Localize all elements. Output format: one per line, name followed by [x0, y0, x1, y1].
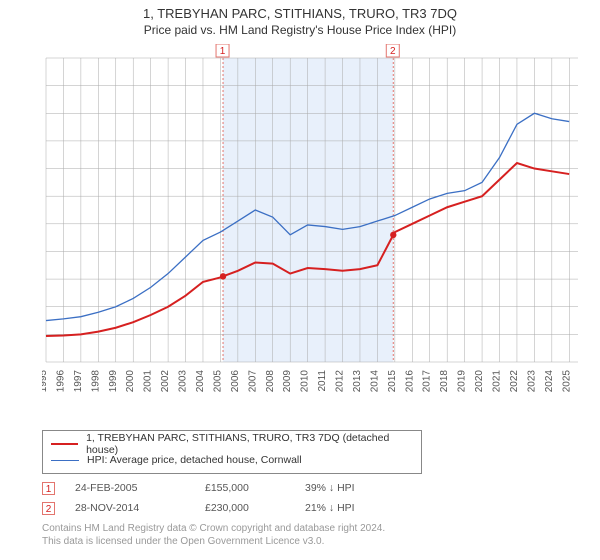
event-row-1: 1 24-FEB-2005 £155,000 39% ↓ HPI [42, 478, 425, 498]
line-chart-svg: £0£50K£100K£150K£200K£250K£300K£350K£400… [42, 44, 584, 406]
footer-line-2: This data is licensed under the Open Gov… [42, 535, 385, 548]
legend-label-1: 1, TREBYHAN PARC, STITHIANS, TRURO, TR3 … [86, 432, 413, 456]
svg-text:1: 1 [220, 46, 226, 57]
legend-swatch-1 [51, 443, 78, 445]
chart-container: 1, TREBYHAN PARC, STITHIANS, TRURO, TR3 … [0, 0, 600, 560]
svg-text:2: 2 [390, 46, 396, 57]
legend: 1, TREBYHAN PARC, STITHIANS, TRURO, TR3 … [42, 430, 422, 474]
svg-text:1995: 1995 [42, 370, 49, 393]
svg-text:2020: 2020 [474, 370, 485, 393]
svg-text:2022: 2022 [509, 370, 520, 393]
svg-text:2012: 2012 [335, 370, 346, 393]
legend-item-1: 1, TREBYHAN PARC, STITHIANS, TRURO, TR3 … [51, 436, 413, 452]
svg-text:2024: 2024 [544, 370, 555, 393]
svg-text:2019: 2019 [457, 370, 468, 393]
event-date-2: 28-NOV-2014 [75, 502, 205, 514]
svg-text:2004: 2004 [195, 370, 206, 393]
svg-text:2023: 2023 [526, 370, 537, 393]
event-table: 1 24-FEB-2005 £155,000 39% ↓ HPI 2 28-NO… [42, 478, 425, 518]
event-date-1: 24-FEB-2005 [75, 482, 205, 494]
svg-text:2008: 2008 [265, 370, 276, 393]
svg-text:2003: 2003 [178, 370, 189, 393]
svg-text:2017: 2017 [422, 370, 433, 393]
legend-label-2: HPI: Average price, detached house, Corn… [87, 454, 302, 466]
event-price-2: £230,000 [205, 502, 305, 514]
event-price-1: £155,000 [205, 482, 305, 494]
svg-text:2000: 2000 [125, 370, 136, 393]
event-marker-2: 2 [42, 502, 55, 515]
title-block: 1, TREBYHAN PARC, STITHIANS, TRURO, TR3 … [0, 0, 600, 37]
event-marker-1: 1 [42, 482, 55, 495]
svg-text:2005: 2005 [212, 370, 223, 393]
plot-group: £0£50K£100K£150K£200K£250K£300K£350K£400… [42, 44, 578, 392]
svg-text:2016: 2016 [404, 370, 415, 393]
svg-text:2001: 2001 [143, 370, 154, 393]
svg-text:2014: 2014 [369, 370, 380, 393]
legend-swatch-2 [51, 460, 79, 461]
svg-text:2009: 2009 [282, 370, 293, 393]
chart-title: 1, TREBYHAN PARC, STITHIANS, TRURO, TR3 … [0, 6, 600, 21]
svg-text:1998: 1998 [90, 370, 101, 393]
svg-text:1999: 1999 [108, 370, 119, 393]
event-pct-1: 39% ↓ HPI [305, 482, 425, 494]
event-row-2: 2 28-NOV-2014 £230,000 21% ↓ HPI [42, 498, 425, 518]
svg-text:2007: 2007 [247, 370, 258, 393]
svg-text:2010: 2010 [300, 370, 311, 393]
svg-text:2013: 2013 [352, 370, 363, 393]
svg-text:2025: 2025 [561, 370, 572, 393]
event-pct-2: 21% ↓ HPI [305, 502, 425, 514]
svg-text:1996: 1996 [55, 370, 66, 393]
footer: Contains HM Land Registry data © Crown c… [42, 522, 385, 548]
svg-text:2021: 2021 [492, 370, 503, 393]
chart-area: £0£50K£100K£150K£200K£250K£300K£350K£400… [42, 44, 584, 406]
svg-text:1997: 1997 [73, 370, 84, 393]
svg-text:2002: 2002 [160, 370, 171, 393]
svg-text:2011: 2011 [317, 370, 328, 392]
chart-subtitle: Price paid vs. HM Land Registry's House … [0, 23, 600, 37]
svg-text:2015: 2015 [387, 370, 398, 393]
footer-line-1: Contains HM Land Registry data © Crown c… [42, 522, 385, 535]
svg-text:2018: 2018 [439, 370, 450, 393]
svg-text:2006: 2006 [230, 370, 241, 393]
